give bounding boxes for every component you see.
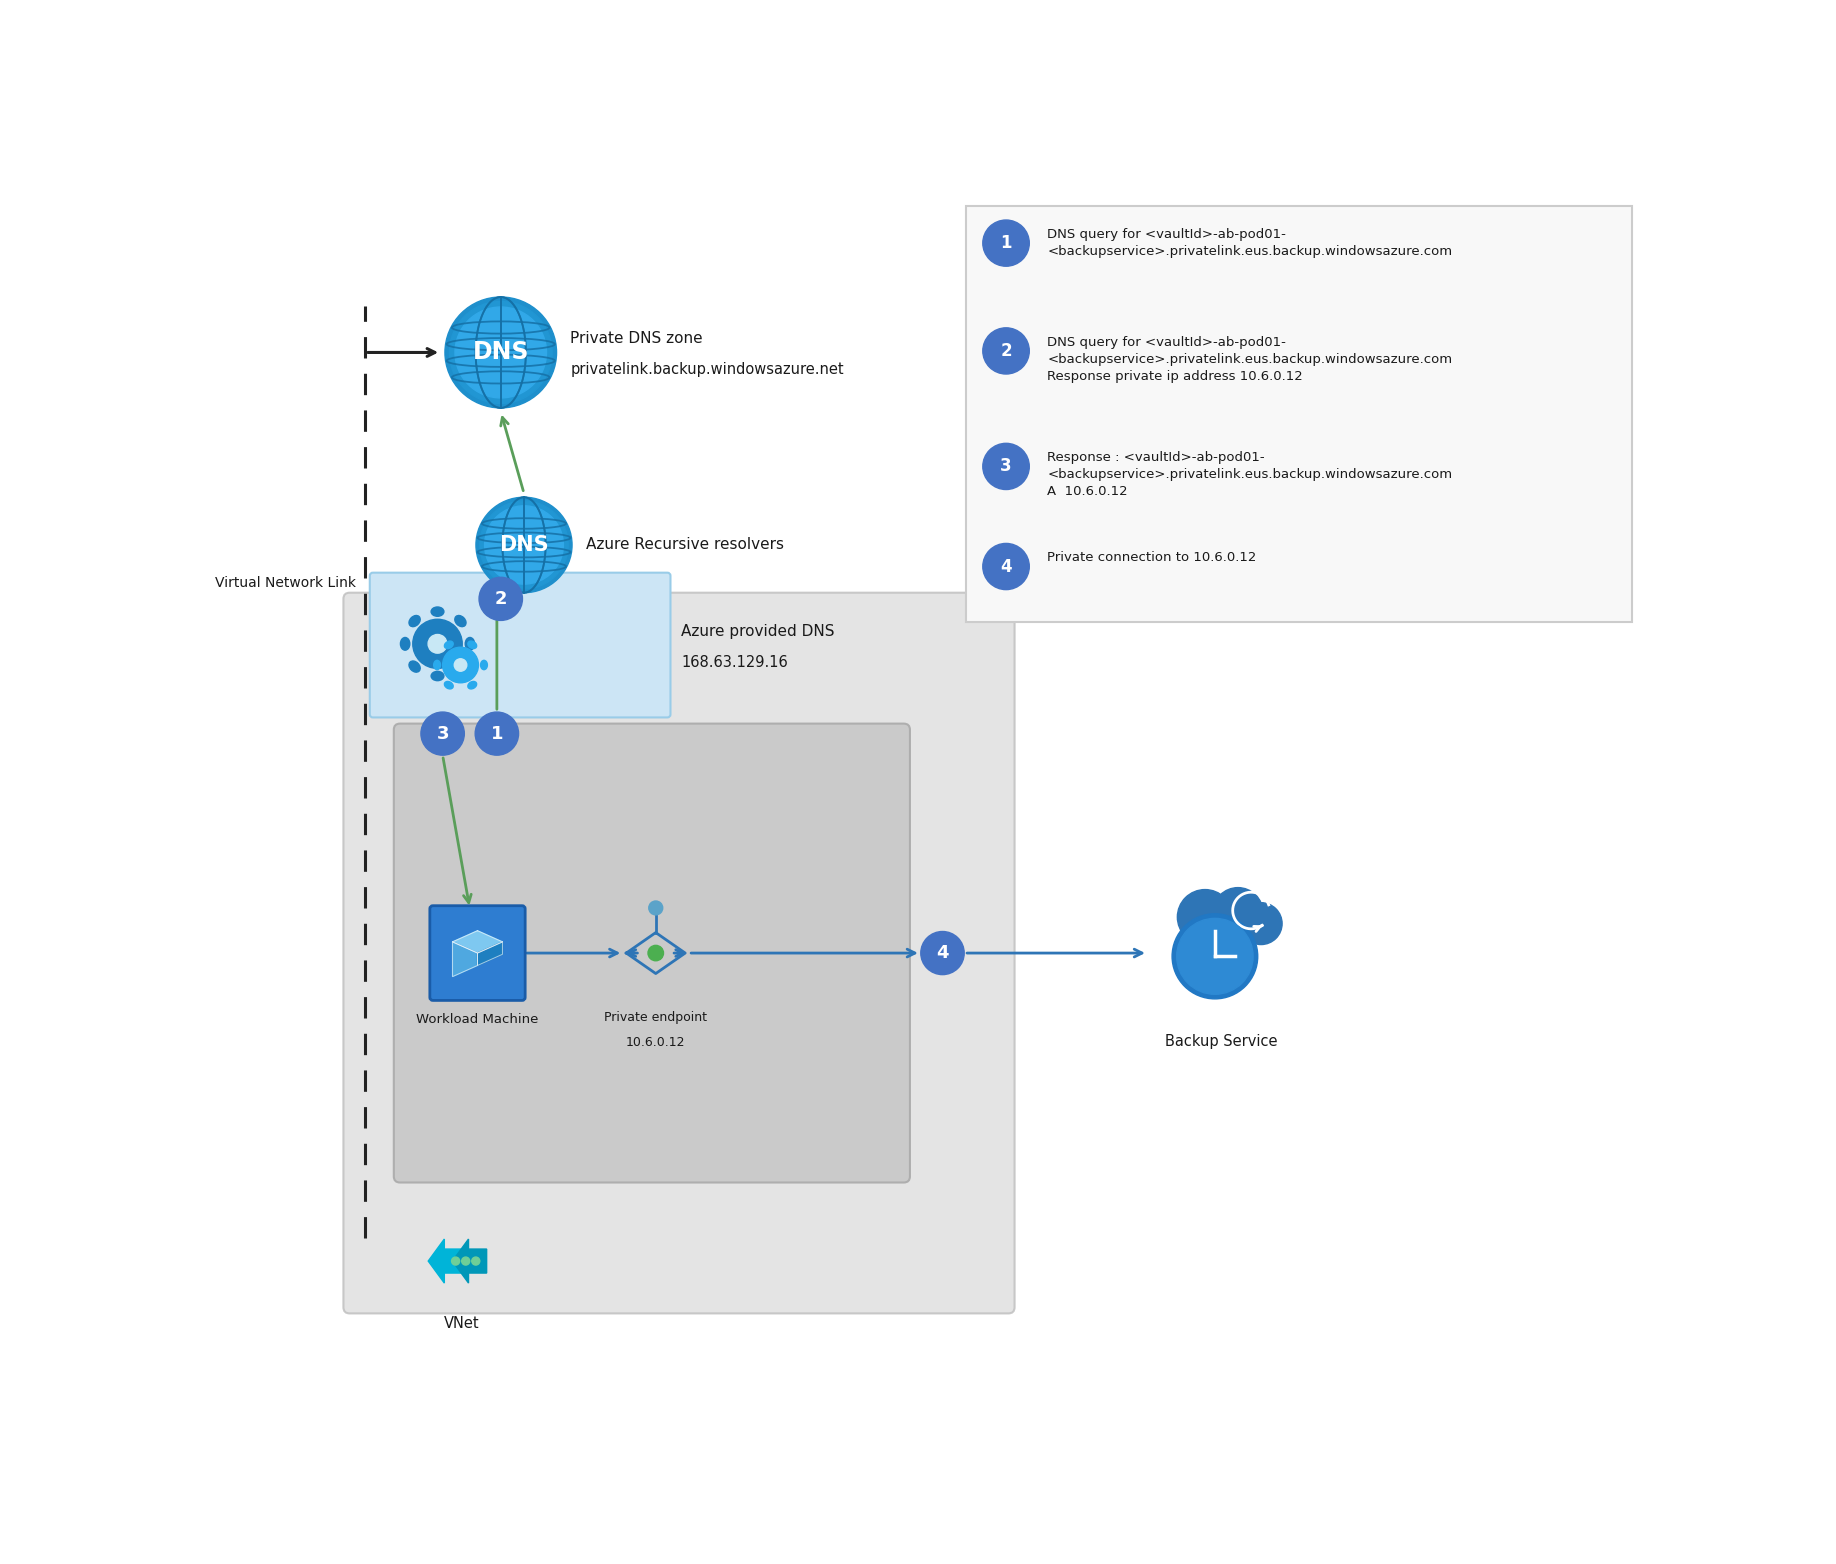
Circle shape: [922, 932, 964, 974]
FancyBboxPatch shape: [430, 906, 525, 1001]
Text: privatelink.backup.windowsazure.net: privatelink.backup.windowsazure.net: [571, 361, 845, 377]
Circle shape: [1239, 902, 1282, 945]
Circle shape: [442, 647, 479, 683]
Text: DNS query for <vaultId>-ab-pod01-
<backupservice>.privatelink.eus.backup.windows: DNS query for <vaultId>-ab-pod01- <backu…: [1047, 228, 1452, 258]
Circle shape: [1177, 890, 1232, 945]
Text: Azure Recursive resolvers: Azure Recursive resolvers: [586, 538, 784, 552]
Polygon shape: [452, 1239, 487, 1282]
Text: VNet: VNet: [444, 1317, 479, 1331]
Ellipse shape: [433, 660, 441, 669]
Polygon shape: [452, 942, 477, 976]
Circle shape: [453, 658, 466, 671]
Ellipse shape: [400, 638, 409, 651]
Text: Private DNS zone: Private DNS zone: [571, 332, 703, 346]
Circle shape: [413, 619, 463, 668]
Ellipse shape: [431, 671, 444, 680]
Ellipse shape: [465, 638, 474, 651]
Text: Virtual Network Link: Virtual Network Link: [215, 577, 356, 591]
Text: 1: 1: [490, 724, 503, 743]
Ellipse shape: [444, 682, 453, 688]
Text: Workload Machine: Workload Machine: [417, 1013, 538, 1026]
Text: Azure provided DNS: Azure provided DNS: [681, 624, 835, 640]
Text: DNS: DNS: [472, 341, 529, 364]
Text: 4: 4: [1001, 557, 1012, 576]
FancyBboxPatch shape: [393, 724, 911, 1182]
Text: 168.63.129.16: 168.63.129.16: [681, 655, 788, 671]
Text: Private endpoint: Private endpoint: [604, 1010, 707, 1024]
FancyBboxPatch shape: [343, 593, 1015, 1314]
Circle shape: [982, 443, 1030, 490]
Circle shape: [476, 497, 573, 593]
Circle shape: [450, 302, 553, 404]
Circle shape: [444, 297, 556, 408]
Circle shape: [1177, 918, 1254, 995]
Text: Response : <vaultId>-ab-pod01-
<backupservice>.privatelink.eus.backup.windowsazu: Response : <vaultId>-ab-pod01- <backupse…: [1047, 450, 1452, 497]
Circle shape: [485, 505, 564, 583]
Text: 4: 4: [936, 945, 949, 962]
Circle shape: [648, 945, 663, 960]
Ellipse shape: [409, 616, 420, 627]
Text: Private connection to 10.6.0.12: Private connection to 10.6.0.12: [1047, 551, 1256, 565]
Ellipse shape: [444, 641, 453, 649]
Circle shape: [982, 543, 1030, 590]
Polygon shape: [477, 942, 503, 965]
Circle shape: [472, 1257, 479, 1265]
Text: 2: 2: [494, 590, 507, 608]
Text: 10.6.0.12: 10.6.0.12: [626, 1037, 685, 1049]
Text: 1: 1: [1001, 235, 1012, 252]
Circle shape: [1214, 888, 1263, 937]
Polygon shape: [428, 1239, 463, 1282]
Text: 2: 2: [1001, 343, 1012, 360]
Circle shape: [452, 1257, 459, 1265]
Circle shape: [648, 901, 663, 915]
Text: 3: 3: [1001, 457, 1012, 475]
Circle shape: [455, 307, 547, 397]
Ellipse shape: [455, 616, 466, 627]
Ellipse shape: [468, 682, 477, 688]
Circle shape: [428, 635, 446, 654]
Circle shape: [476, 712, 518, 755]
Circle shape: [420, 712, 465, 755]
Ellipse shape: [431, 607, 444, 616]
Ellipse shape: [409, 662, 420, 673]
FancyBboxPatch shape: [966, 206, 1632, 622]
Text: 3: 3: [437, 724, 448, 743]
Polygon shape: [452, 931, 503, 952]
Circle shape: [479, 577, 523, 621]
Circle shape: [1171, 913, 1258, 999]
Ellipse shape: [481, 660, 487, 669]
Ellipse shape: [455, 662, 466, 673]
FancyBboxPatch shape: [369, 572, 670, 718]
Text: DNS query for <vaultId>-ab-pod01-
<backupservice>.privatelink.eus.backup.windows: DNS query for <vaultId>-ab-pod01- <backu…: [1047, 336, 1452, 383]
Text: DNS: DNS: [499, 535, 549, 555]
Circle shape: [479, 500, 567, 590]
Circle shape: [982, 221, 1030, 266]
Circle shape: [461, 1257, 470, 1265]
Text: Backup Service: Backup Service: [1166, 1034, 1278, 1049]
Ellipse shape: [468, 641, 477, 649]
Circle shape: [982, 328, 1030, 374]
